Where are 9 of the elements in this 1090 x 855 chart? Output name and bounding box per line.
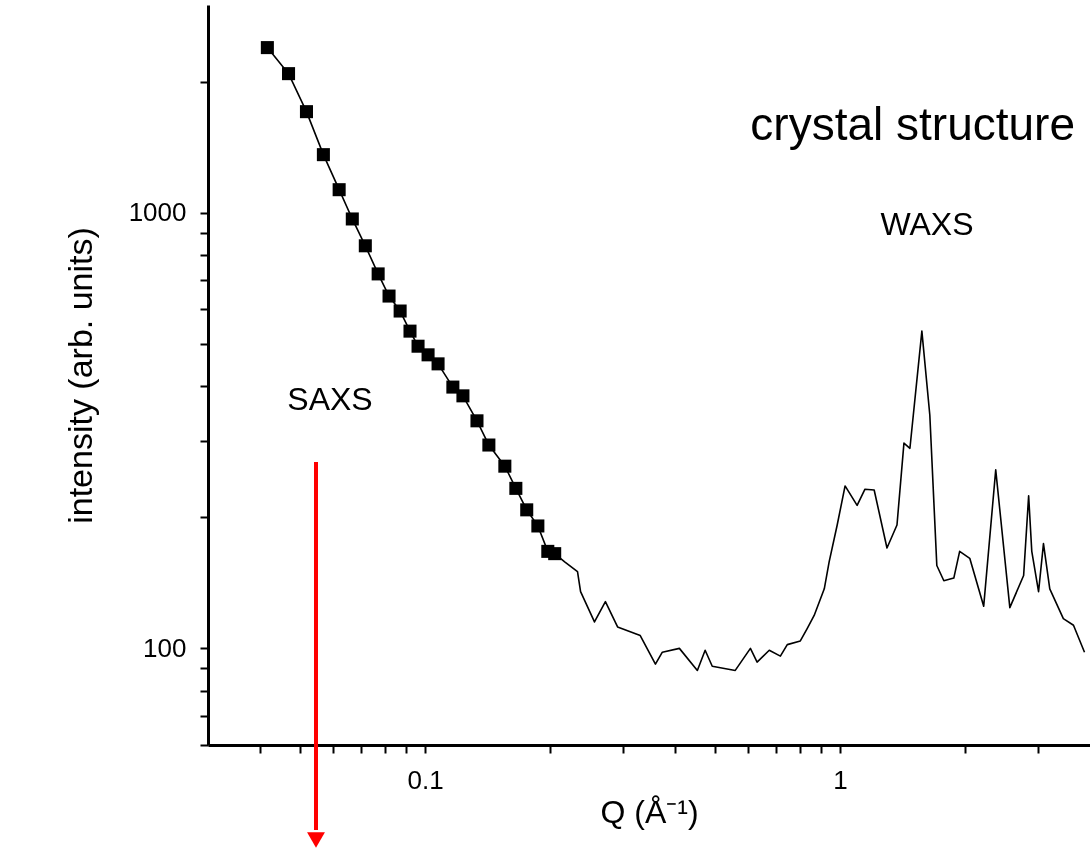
- y-axis-title: intensity (arb. units): [60, 227, 99, 524]
- annotation: SAXS: [287, 381, 373, 417]
- annotation: WAXS: [880, 206, 974, 242]
- x-tick-label: 1: [833, 764, 848, 795]
- x-axis-title: Q (Å⁻¹): [600, 793, 699, 830]
- y-tick-label: 1000: [128, 197, 187, 228]
- annotation: crystal structure: [750, 98, 1075, 150]
- y-tick-label: 100: [143, 632, 187, 663]
- x-tick-label: 0.1: [407, 764, 444, 795]
